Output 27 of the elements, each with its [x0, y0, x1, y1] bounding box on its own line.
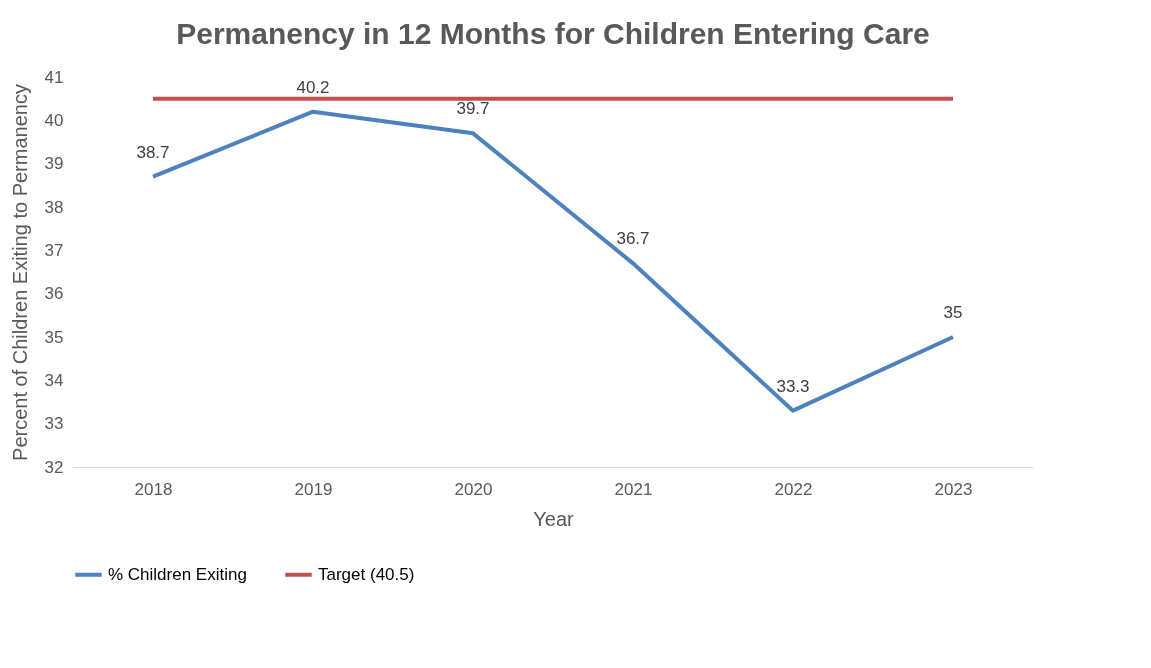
y-tick-label: 35 — [44, 327, 64, 347]
x-tick-label: 2022 — [774, 479, 813, 499]
chart-title: Permanency in 12 Months for Children Entering Care — [176, 17, 930, 50]
x-axis-title: Year — [533, 507, 575, 530]
x-tick-label: 2018 — [134, 479, 173, 499]
y-tick-label: 40 — [44, 110, 64, 130]
x-tick-label: 2020 — [454, 479, 493, 499]
legend-label: Target (40.5) — [318, 564, 415, 584]
y-tick-label: 33 — [44, 414, 64, 434]
y-tick-label: 39 — [44, 154, 64, 174]
data-label: 33.3 — [776, 376, 810, 396]
y-tick-label: 41 — [44, 67, 64, 87]
y-tick-label: 34 — [44, 370, 64, 390]
y-tick-label: 32 — [44, 457, 64, 477]
legend-label: % Children Exiting — [108, 564, 247, 584]
data-label: 40.2 — [296, 77, 330, 97]
y-axis-title: Percent of Children Exiting to Permanency — [8, 84, 31, 461]
x-tick-label: 2019 — [294, 479, 333, 499]
y-tick-label: 37 — [44, 240, 64, 260]
data-label: 36.7 — [616, 229, 650, 249]
x-tick-label: 2021 — [614, 479, 653, 499]
data-label: 38.7 — [136, 142, 170, 162]
y-tick-label: 36 — [44, 284, 64, 304]
data-label: 39.7 — [456, 99, 490, 119]
data-label: 35 — [943, 303, 963, 322]
x-tick-label: 2023 — [934, 479, 973, 499]
y-tick-label: 38 — [44, 197, 64, 217]
